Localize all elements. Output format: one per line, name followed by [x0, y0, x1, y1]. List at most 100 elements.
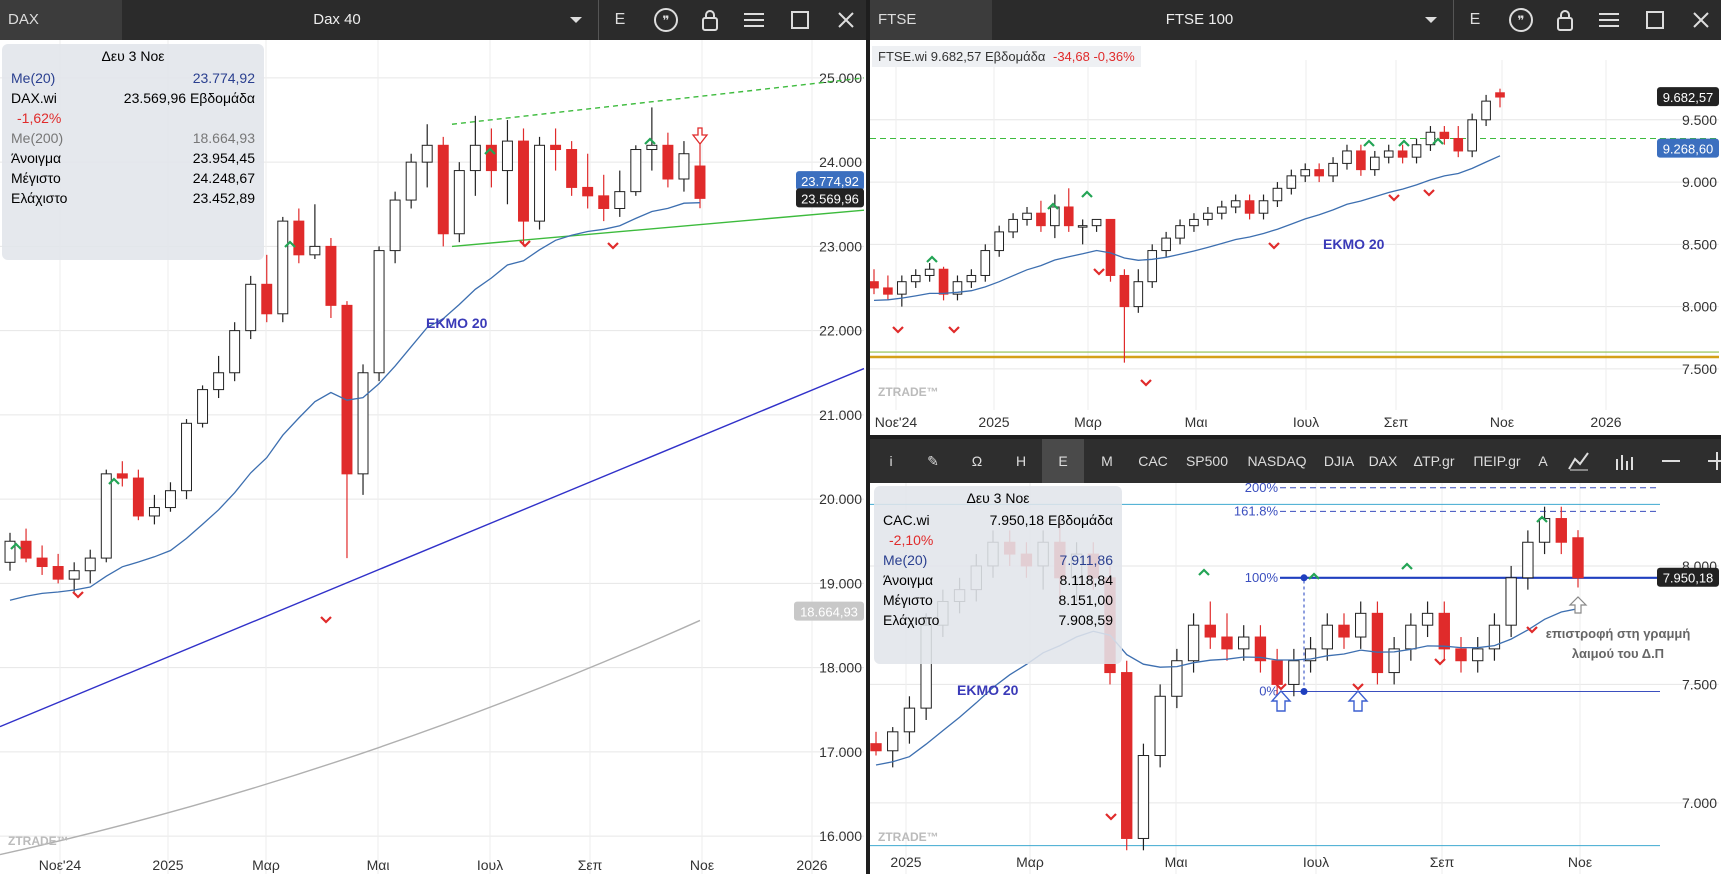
candle-body [1421, 612, 1434, 626]
toolbar-item-1[interactable]: ✎ [927, 453, 939, 469]
zoom-out-icon[interactable] [1648, 439, 1694, 483]
toolbar-item-8[interactable]: NASDAQ [1247, 453, 1307, 469]
maximize-icon[interactable] [1637, 0, 1673, 40]
candle-body [1121, 672, 1133, 839]
candle-body [534, 144, 546, 222]
info-value: 8.118,84 [1059, 572, 1113, 588]
maximize-icon[interactable] [782, 0, 818, 40]
price-label-bg [796, 188, 864, 208]
right-symbol-box[interactable]: FTSE [870, 0, 992, 40]
ftse-chart[interactable]: 9.500 9.000 8.500 8.000 7.500 Νοε'24 2025 Μαρ Μα… [870, 40, 1721, 435]
toolbar-item-11[interactable]: ΔΤΡ.gr [1413, 453, 1455, 469]
candle-body [485, 144, 497, 172]
ftse-chart-svg: 9.500 9.000 8.500 8.000 7.500 Νοε'24 2025 Μαρ Μα… [870, 60, 1719, 430]
toolbar-item-10[interactable]: DAX [1368, 453, 1398, 469]
up-signal-icon [644, 137, 656, 145]
quote-icon[interactable]: ❞ [1503, 0, 1539, 40]
candle-body [1189, 218, 1199, 227]
toolbar-item-13[interactable]: A [1538, 453, 1548, 469]
down-arrow-icon [691, 127, 709, 146]
candle-body [1175, 225, 1185, 239]
chevron-down-icon[interactable] [558, 0, 594, 40]
toolbar-item-2[interactable]: Ω [971, 453, 983, 469]
channel-support-line [451, 209, 865, 248]
info-row: -2,10% [883, 532, 1113, 552]
zoom-in-icon[interactable] [1694, 439, 1721, 483]
close-icon[interactable] [828, 0, 864, 40]
info-row: Ελάχιστο 7.908,59 [883, 612, 1113, 632]
up-signal-icon [108, 477, 120, 485]
y-tick-label: 8.000 [1682, 299, 1717, 315]
y-tick-label: 8.500 [1682, 236, 1717, 252]
toolbar-item-0[interactable]: i [889, 453, 893, 469]
fib-label: 100% [1245, 570, 1279, 585]
fib-point [1300, 574, 1308, 582]
chevron-down-icon[interactable] [1413, 0, 1449, 40]
y-tick-label: 7.000 [1682, 795, 1717, 811]
candle-body [1036, 212, 1046, 227]
info-key: -2,10% [889, 532, 934, 548]
candle-body [1472, 648, 1484, 662]
candle-body [84, 557, 96, 572]
candle-body [1328, 162, 1338, 177]
toolbar-item-9[interactable]: DJIA [1323, 453, 1355, 469]
info-row: Μέγιστο 8.151,00 [883, 592, 1113, 612]
menu-icon[interactable] [736, 0, 772, 40]
candle-body [68, 570, 80, 580]
candle-body [582, 186, 594, 197]
info-row: Ελάχιστο 23.452,89 [11, 190, 255, 210]
y-tick-label: 7.500 [1682, 361, 1717, 377]
info-value: 23.774,92 [192, 70, 255, 86]
period-button[interactable]: E [1469, 11, 1481, 28]
y-tick-label: 23.000 [819, 238, 862, 254]
up-signal-icon [1398, 139, 1410, 147]
candle-body [897, 281, 907, 295]
candle-body [405, 161, 417, 201]
ftse-legend: FTSE.wi 9.682,57 Εβδομάδα -34,68 -0,36% [872, 46, 1141, 67]
toolbar-item-4[interactable]: E [1042, 439, 1084, 483]
candle-body [229, 330, 241, 374]
cac-ema-label: ΕΚΜΟ 20 [957, 682, 1019, 698]
indicator-icon[interactable] [1556, 439, 1602, 483]
up-signal-icon [1536, 515, 1548, 523]
info-row: Άνοιγμα 23.954,45 [11, 150, 255, 170]
x-tick-label: Μαι [367, 857, 390, 873]
menu-icon[interactable] [1591, 0, 1627, 40]
info-key: Ελάχιστο [883, 612, 940, 628]
y-tick-label: 18.000 [819, 660, 862, 676]
candle-body [883, 287, 893, 295]
bar-chart-icon[interactable] [1602, 439, 1648, 483]
left-symbol-box[interactable]: DAX [0, 0, 122, 40]
x-tick-label: Νοε'24 [875, 414, 918, 430]
info-key: Άνοιγμα [883, 572, 934, 588]
candle-body [132, 477, 144, 517]
toolbar-item-5[interactable]: M [1101, 453, 1113, 469]
candle-body [1254, 636, 1267, 662]
candle-body [903, 707, 916, 733]
price-label-bg [796, 171, 864, 191]
lock-icon[interactable] [692, 0, 728, 40]
x-tick-label: Ιουλ [1303, 854, 1329, 870]
toolbar-item-7[interactable]: SP500 [1185, 453, 1229, 469]
info-key: Μέγιστο [883, 592, 933, 608]
candle-body [164, 490, 176, 509]
close-icon[interactable] [1683, 0, 1719, 40]
x-tick-label: Σεπ [1430, 854, 1455, 870]
dax-ema-label: ΕΚΜΟ 20 [426, 315, 488, 331]
toolbar-item-3[interactable]: H [1015, 453, 1027, 469]
candle-body [630, 149, 642, 193]
dax-chart[interactable]: 25.000 24.000 23.000 22.000 21.000 20.000 19.0… [0, 40, 866, 874]
up-signal-icon [1363, 139, 1375, 147]
quote-icon[interactable]: ❞ [648, 0, 684, 40]
toolbar-item-12[interactable]: ΠΕΙΡ.gr [1473, 453, 1521, 469]
down-signal-icon [892, 326, 904, 334]
price-label: 7.950,18 [1663, 571, 1714, 586]
lock-icon[interactable] [1547, 0, 1583, 40]
y-tick-label: 25.000 [819, 70, 862, 86]
period-button[interactable]: E [614, 11, 626, 28]
candle-body [1300, 169, 1311, 177]
info-key: Μέγιστο [11, 170, 61, 186]
x-tick-label: Ιουλ [1293, 414, 1319, 430]
toolbar-item-6[interactable]: CAC [1138, 453, 1168, 469]
down-signal-icon [948, 326, 960, 334]
